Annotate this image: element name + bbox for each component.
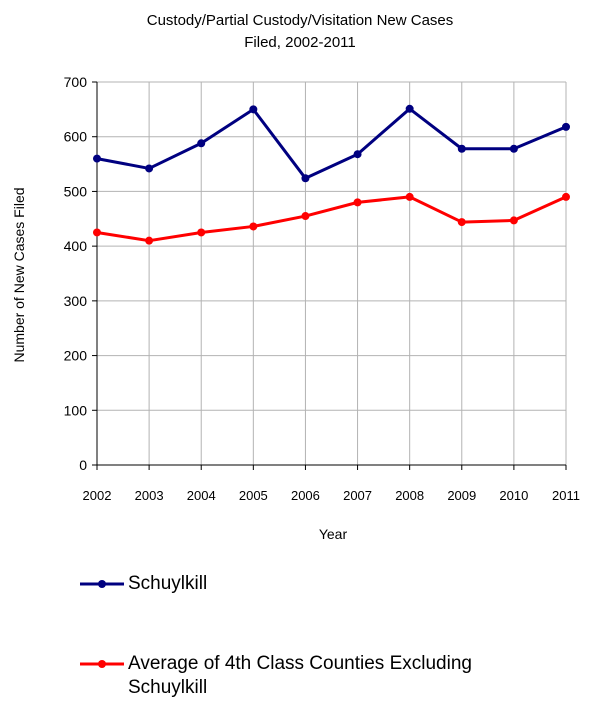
x-tick-label: 2005 bbox=[239, 488, 268, 503]
x-axis-title: Year bbox=[319, 526, 348, 542]
series-1-point bbox=[301, 174, 309, 182]
series-2-point bbox=[562, 193, 570, 201]
series-1-point bbox=[562, 123, 570, 131]
series-1-point bbox=[197, 139, 205, 147]
x-tick-label: 2010 bbox=[499, 488, 528, 503]
series-line-1 bbox=[97, 109, 566, 178]
series-1-point bbox=[249, 105, 257, 113]
series-2-point bbox=[510, 216, 518, 224]
y-tick-label: 500 bbox=[64, 183, 88, 199]
y-tick-label: 400 bbox=[64, 238, 88, 254]
legend-label-average-line-2: Schuylkill bbox=[128, 677, 207, 698]
legend-entry-schuylkill: Schuylkill bbox=[80, 572, 207, 596]
series-2-point bbox=[406, 193, 414, 201]
legend-label-schuylkill: Schuylkill bbox=[128, 572, 207, 596]
legend-label-average: Average of 4th Class Counties Excluding … bbox=[128, 652, 472, 700]
series-2-point bbox=[354, 198, 362, 206]
legend-swatch-average bbox=[80, 652, 126, 674]
series-line-2 bbox=[97, 197, 566, 241]
y-tick-label: 200 bbox=[64, 348, 88, 364]
series-layer bbox=[93, 105, 570, 245]
y-tick-label: 300 bbox=[64, 293, 88, 309]
series-1-point bbox=[93, 155, 101, 163]
series-1-point bbox=[510, 145, 518, 153]
series-1-point bbox=[406, 105, 414, 113]
series-2-point bbox=[458, 218, 466, 226]
series-2-point bbox=[249, 222, 257, 230]
series-2-point bbox=[93, 228, 101, 236]
x-tick-label: 2009 bbox=[447, 488, 476, 503]
y-tick-label: 600 bbox=[64, 129, 88, 145]
x-tick-label: 2006 bbox=[291, 488, 320, 503]
y-tick-label: 100 bbox=[64, 402, 88, 418]
series-1-point bbox=[145, 164, 153, 172]
series-1-point bbox=[354, 150, 362, 158]
line-chart: 0 100 200 300 400 500 600 700 2002 2003 2004 2005 20… bbox=[0, 0, 604, 560]
y-tick-label: 0 bbox=[79, 457, 87, 473]
series-2-point bbox=[197, 228, 205, 236]
series-2-point bbox=[145, 237, 153, 245]
legend-label-average-line-1: Average of 4th Class Counties Excluding bbox=[128, 653, 472, 674]
x-tick-label: 2003 bbox=[135, 488, 164, 503]
axes: 0 100 200 300 400 500 600 700 2002 2003 2004 2005 20… bbox=[64, 74, 580, 503]
legend-entry-average: Average of 4th Class Counties Excluding … bbox=[80, 652, 472, 700]
x-tick-label: 2011 bbox=[552, 488, 580, 503]
gridlines bbox=[97, 82, 566, 465]
x-tick-label: 2007 bbox=[343, 488, 372, 503]
x-tick-label: 2008 bbox=[395, 488, 424, 503]
x-tick-label: 2004 bbox=[187, 488, 216, 503]
x-tick-label: 2002 bbox=[83, 488, 112, 503]
legend-swatch-schuylkill bbox=[80, 572, 126, 594]
y-tick-label: 700 bbox=[64, 74, 88, 90]
series-1-point bbox=[458, 145, 466, 153]
y-axis-title: Number of New Cases Filed bbox=[11, 187, 27, 362]
series-2-point bbox=[301, 212, 309, 220]
